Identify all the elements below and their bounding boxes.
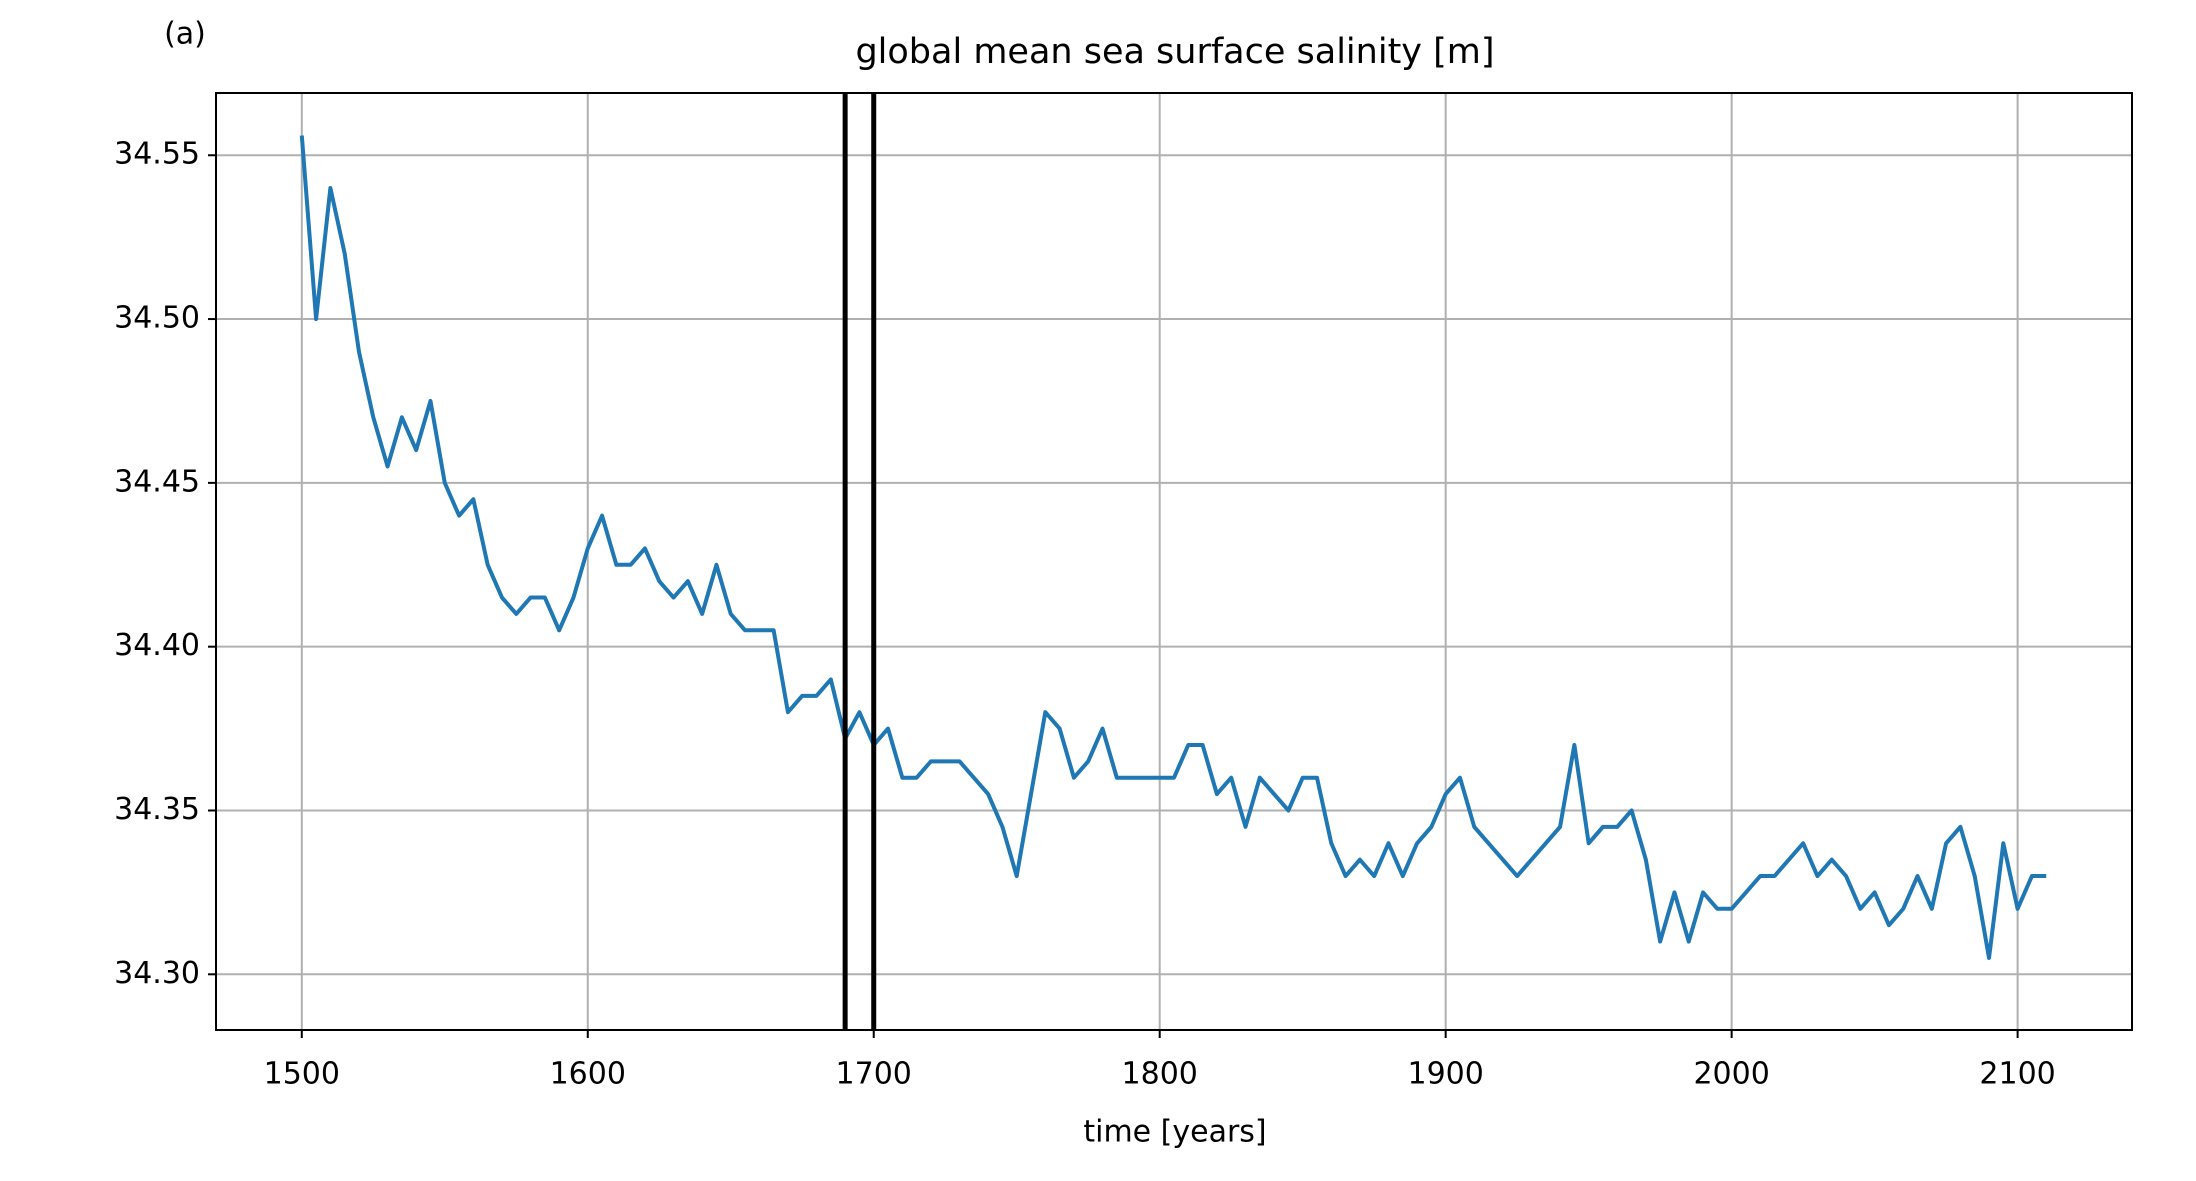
- x-tick-label: 1700: [836, 1057, 912, 1092]
- data-line: [299, 135, 2047, 960]
- y-tick-label: 34.50: [114, 301, 200, 336]
- x-axis-label: time [years]: [1083, 1115, 1266, 1150]
- plot-frame: [215, 92, 2133, 1031]
- annotation: (a): [164, 17, 206, 52]
- chart-title: global mean sea surface salinity [m]: [855, 32, 1494, 72]
- y-tick-label: 34.40: [114, 628, 200, 663]
- x-tick-label: 1800: [1122, 1057, 1198, 1092]
- y-tick-label: 34.30: [114, 956, 200, 991]
- x-tick-label: 1600: [550, 1057, 626, 1092]
- x-tick-label: 1900: [1407, 1057, 1483, 1092]
- y-tick-label: 34.55: [114, 137, 200, 172]
- x-tick-label: 1500: [264, 1057, 340, 1092]
- x-tick-label: 2100: [1979, 1057, 2055, 1092]
- y-tick-label: 34.35: [114, 792, 200, 827]
- x-tick-label: 2000: [1693, 1057, 1769, 1092]
- y-tick-label: 34.45: [114, 464, 200, 499]
